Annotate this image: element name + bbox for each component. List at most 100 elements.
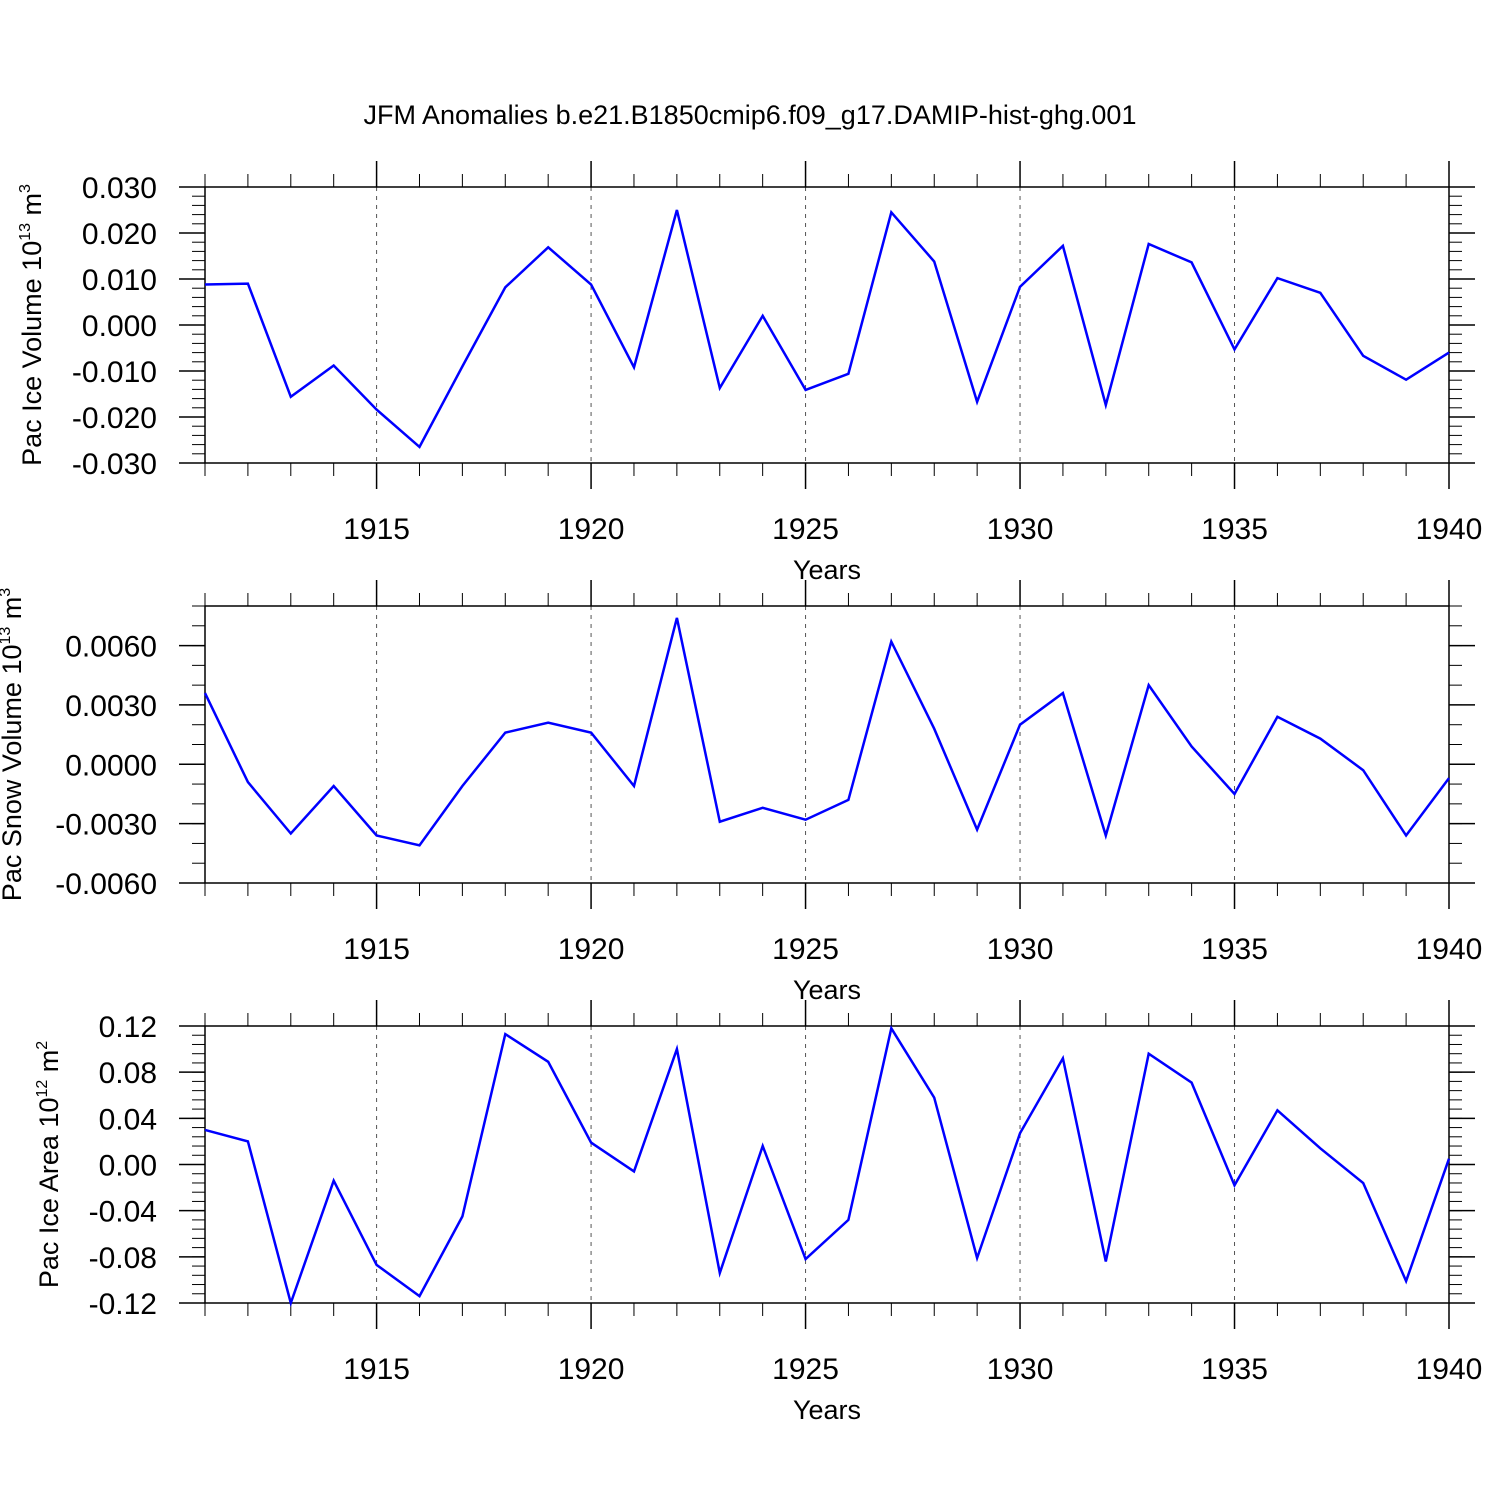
data-point bbox=[805, 819, 807, 821]
data-point bbox=[762, 1145, 764, 1147]
data-point bbox=[847, 1219, 849, 1221]
data-point bbox=[1105, 835, 1107, 837]
data-point bbox=[1191, 745, 1193, 747]
data-point bbox=[1234, 1184, 1236, 1186]
data-point bbox=[1362, 355, 1364, 357]
data-point bbox=[933, 1097, 935, 1099]
data-point bbox=[762, 315, 764, 317]
data-point bbox=[676, 209, 678, 211]
data-point bbox=[333, 364, 335, 366]
data-point bbox=[890, 211, 892, 213]
panels: -0.030 -0.020 -0.010 0.000 0.010 0.020 0.030 19… bbox=[0, 161, 1482, 1425]
data-point bbox=[1276, 716, 1278, 718]
xtick-label: 1925 bbox=[772, 1353, 839, 1386]
xtick-label: 1940 bbox=[1416, 1353, 1483, 1386]
data-point bbox=[504, 286, 506, 288]
data-point bbox=[805, 1258, 807, 1260]
data-point bbox=[1276, 1109, 1278, 1111]
data-point bbox=[676, 617, 678, 619]
data-point bbox=[290, 1302, 292, 1304]
data-point bbox=[1019, 286, 1021, 288]
data-point bbox=[890, 641, 892, 643]
xtick-label: 1935 bbox=[1201, 1353, 1268, 1386]
data-point bbox=[890, 1027, 892, 1029]
data-point bbox=[333, 785, 335, 787]
xtick-label: 1940 bbox=[1416, 513, 1483, 546]
data-point bbox=[933, 728, 935, 730]
xtick-label: 1930 bbox=[987, 1353, 1054, 1386]
ytick-label: 0.020 bbox=[82, 218, 157, 251]
data-point bbox=[247, 781, 249, 783]
ytick-label: -0.030 bbox=[72, 448, 157, 481]
data-point bbox=[1019, 1132, 1021, 1134]
data-point bbox=[1148, 684, 1150, 686]
ytick-label: 0.12 bbox=[99, 1011, 157, 1044]
data-point bbox=[547, 722, 549, 724]
xtick-label: 1925 bbox=[772, 513, 839, 546]
data-point bbox=[504, 732, 506, 734]
data-point bbox=[976, 829, 978, 831]
ytick-label: -0.08 bbox=[89, 1242, 157, 1275]
ytick-label: 0.00 bbox=[99, 1150, 157, 1183]
data-point bbox=[1191, 261, 1193, 263]
ytick-label: -0.0030 bbox=[55, 809, 157, 842]
xtick-label: 1930 bbox=[987, 513, 1054, 546]
data-point bbox=[1405, 379, 1407, 381]
xtick-label: 1920 bbox=[558, 933, 625, 966]
data-point bbox=[1105, 1260, 1107, 1262]
plot-frame bbox=[204, 1025, 1450, 1304]
data-point bbox=[418, 446, 420, 448]
data-point bbox=[1062, 692, 1064, 694]
data-point bbox=[633, 366, 635, 368]
data-point bbox=[762, 807, 764, 809]
ytick-label: -0.0060 bbox=[55, 868, 157, 901]
series-line-ice-volume bbox=[204, 209, 1450, 449]
data-point bbox=[847, 373, 849, 375]
data-point bbox=[590, 284, 592, 286]
ytick-label: 0.0060 bbox=[65, 631, 157, 664]
data-point bbox=[1319, 738, 1321, 740]
data-point bbox=[976, 1257, 978, 1259]
data-point bbox=[204, 1129, 206, 1131]
data-point bbox=[461, 1215, 463, 1217]
data-point bbox=[1148, 243, 1150, 245]
panel-ice-area: -0.12 -0.08 -0.04 0.00 0.04 0.08 0.12 1915 1920 1… bbox=[34, 1000, 1482, 1425]
data-point bbox=[504, 1033, 506, 1035]
series-line-ice-area bbox=[204, 1025, 1451, 1308]
data-point bbox=[461, 365, 463, 367]
data-point bbox=[333, 1180, 335, 1182]
data-point bbox=[1448, 777, 1450, 779]
data-point bbox=[247, 1140, 249, 1142]
xtick-label: 1920 bbox=[558, 513, 625, 546]
data-point bbox=[1234, 348, 1236, 350]
data-point bbox=[376, 835, 378, 837]
data-point bbox=[633, 785, 635, 787]
data-point bbox=[1448, 352, 1450, 354]
panel-snow-volume: -0.0060 -0.0030 0.0000 0.0030 0.0060 1915 1920… bbox=[0, 580, 1482, 1005]
series-line-snow-volume bbox=[203, 617, 1451, 847]
y-axis-title: Pac Ice Volume 1013 m3 bbox=[17, 184, 47, 466]
data-point bbox=[290, 833, 292, 835]
ytick-label: 0.010 bbox=[82, 264, 157, 297]
data-point bbox=[719, 1272, 721, 1274]
data-point bbox=[1105, 404, 1107, 406]
data-point bbox=[1319, 1147, 1321, 1149]
data-point bbox=[247, 283, 249, 285]
data-point bbox=[1362, 1182, 1364, 1184]
figure-title: JFM Anomalies b.e21.B1850cmip6.f09_g17.D… bbox=[364, 100, 1137, 130]
data-point bbox=[590, 732, 592, 734]
xtick-label: 1935 bbox=[1201, 513, 1268, 546]
data-point bbox=[976, 401, 978, 403]
y-axis-title: Pac Snow Volume 1013 m3 bbox=[0, 588, 27, 901]
data-point bbox=[719, 387, 721, 389]
data-point bbox=[418, 844, 420, 846]
data-point bbox=[590, 1142, 592, 1144]
data-point bbox=[547, 1061, 549, 1063]
ytick-label: 0.0030 bbox=[65, 690, 157, 723]
data-point bbox=[633, 1170, 635, 1172]
xtick-label: 1915 bbox=[343, 933, 410, 966]
ytick-label: -0.020 bbox=[72, 402, 157, 435]
x-axis-title: Years bbox=[793, 1395, 861, 1425]
data-point bbox=[204, 284, 206, 286]
xtick-label: 1940 bbox=[1416, 933, 1483, 966]
